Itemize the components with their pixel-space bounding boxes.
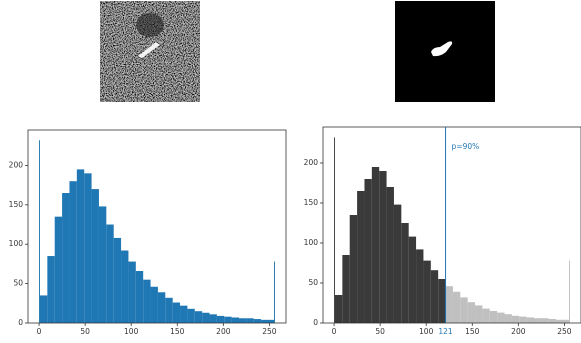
histogram-bar	[460, 297, 468, 323]
x-tick-label: 0	[332, 327, 337, 336]
histogram-bar	[408, 236, 417, 323]
y-tick-label: 200	[9, 160, 24, 169]
histogram-bar	[62, 193, 70, 323]
y-tick-label: 0	[313, 318, 318, 327]
histogram-bar	[202, 312, 210, 323]
x-tick-label: 50	[80, 327, 90, 336]
threshold-label: 121	[438, 327, 453, 336]
histogram-bar	[91, 189, 99, 323]
histogram-bar	[423, 260, 431, 323]
input-image	[100, 1, 200, 102]
histogram-bar	[69, 181, 77, 323]
x-tick-label: 150	[170, 327, 185, 336]
histogram-bar	[534, 318, 542, 323]
histogram-bar	[548, 319, 557, 323]
histogram-bar	[445, 286, 453, 323]
histogram-bar	[135, 271, 144, 323]
histogram-bar	[541, 318, 549, 323]
histogram-bar	[150, 286, 158, 323]
histogram-bar	[489, 311, 498, 323]
histogram-bar	[334, 137, 335, 323]
histogram-bar	[401, 223, 409, 323]
histogram-bar	[39, 140, 40, 323]
histogram-bar	[482, 308, 490, 323]
histogram-bar	[194, 311, 203, 323]
histogram-bar	[556, 319, 564, 323]
histogram-bar	[84, 173, 92, 323]
y-tick-label: 150	[9, 200, 24, 209]
x-tick-label: 0	[37, 327, 42, 336]
histogram-bar	[563, 319, 570, 323]
y-tick-label: 50	[308, 278, 318, 287]
x-tick-label: 200	[511, 327, 526, 336]
histogram-bar	[430, 270, 439, 323]
histogram-bar	[98, 206, 107, 323]
histogram-bar	[157, 292, 166, 323]
histogram-bar	[438, 279, 446, 323]
histogram-bar	[519, 316, 527, 323]
histogram-bar	[569, 260, 570, 323]
histogram-bar	[393, 204, 402, 323]
x-tick-label: 200	[216, 327, 231, 336]
histogram-bar	[261, 319, 269, 323]
histogram-bar	[386, 187, 394, 323]
histogram-bar	[467, 302, 476, 323]
x-tick-label: 100	[124, 327, 139, 336]
histogram-bar	[39, 295, 48, 323]
histogram-bar	[274, 261, 275, 323]
histogram-bar	[106, 224, 114, 323]
histogram-bar	[246, 318, 254, 323]
histogram-bar	[253, 319, 262, 323]
x-tick-label: 100	[419, 327, 434, 336]
histogram-bar	[364, 179, 372, 323]
histogram-bar	[187, 308, 195, 323]
histogram-bar	[334, 295, 343, 323]
histogram-bar	[128, 261, 136, 323]
histogram-bar	[239, 318, 247, 323]
y-tick-label: 200	[304, 158, 319, 167]
histogram-bar	[504, 314, 512, 323]
histogram-bar	[379, 171, 387, 323]
histogram-bar	[511, 315, 520, 323]
histogram-bar	[475, 305, 483, 323]
histogram-bar	[231, 317, 240, 323]
histogram-bar	[54, 216, 63, 323]
histogram-bar	[113, 237, 122, 323]
x-tick-label: 50	[375, 327, 385, 336]
histogram-bar	[143, 279, 151, 323]
axes-frame	[27, 129, 287, 324]
y-tick-label: 100	[304, 238, 319, 247]
histogram-bar	[224, 316, 232, 323]
y-tick-label: 0	[18, 318, 23, 327]
histogram-bar	[497, 312, 505, 323]
histogram-bar	[172, 302, 181, 323]
histogram-bar	[180, 305, 188, 323]
axes-frame	[322, 126, 581, 324]
y-tick-label: 150	[304, 198, 319, 207]
x-tick-label: 150	[465, 327, 480, 336]
histogram-bar	[121, 250, 129, 323]
mask-image	[395, 1, 495, 102]
histogram-bar	[165, 297, 173, 323]
histogram-bar	[47, 256, 55, 323]
y-tick-label: 100	[9, 239, 24, 248]
histogram-bar	[357, 191, 365, 323]
x-tick-label: 250	[262, 327, 277, 336]
histogram-bar	[342, 255, 350, 323]
histogram-bar	[526, 317, 535, 323]
x-tick-label: 250	[557, 327, 572, 336]
histogram-bar	[371, 167, 380, 323]
histogram-bar	[416, 249, 424, 323]
histogram-bar	[349, 215, 358, 323]
histogram-bar	[209, 314, 217, 323]
histogram-bar	[452, 291, 461, 323]
histogram-bar	[216, 315, 225, 323]
annotation: p=90%	[452, 142, 480, 151]
histogram-bar	[76, 169, 85, 323]
histogram-bar	[268, 319, 275, 323]
y-tick-label: 50	[13, 279, 23, 288]
